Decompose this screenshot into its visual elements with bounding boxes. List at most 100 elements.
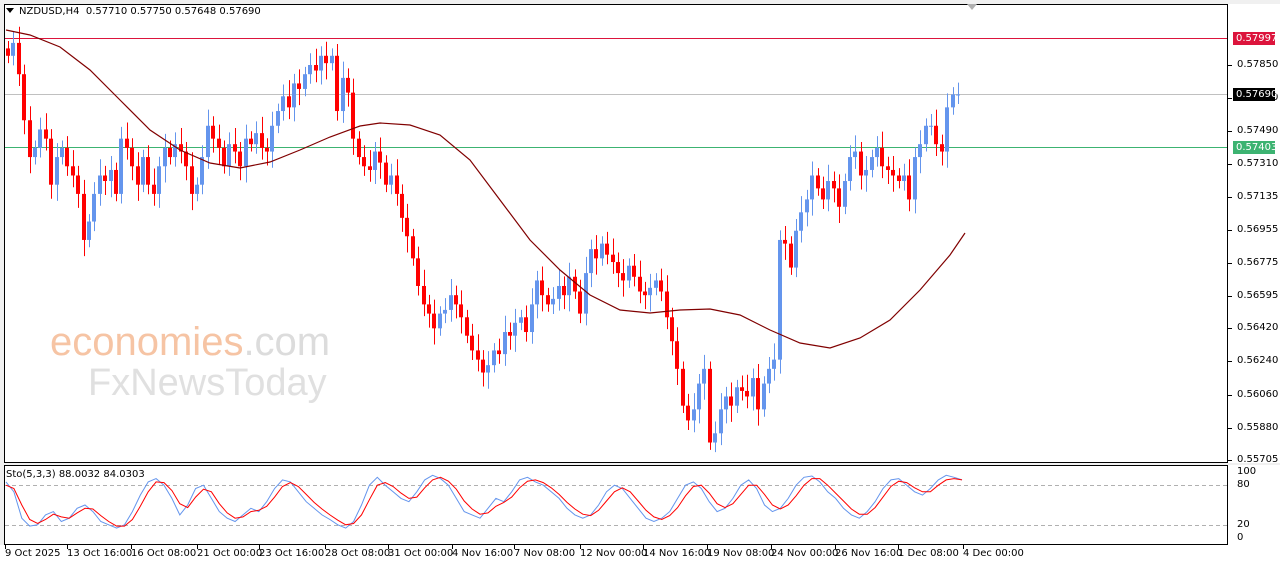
candle-body (870, 157, 874, 170)
candle-body (929, 125, 933, 127)
candle-body (859, 151, 863, 176)
candle-body (778, 239, 782, 360)
price-label: 0.57310 (1237, 158, 1279, 169)
time-label: 14 Nov 16:00 (643, 548, 711, 559)
price-axis[interactable] (1228, 4, 1280, 463)
time-label: 1 Dec 08:00 (898, 548, 959, 559)
candle-body (141, 157, 145, 185)
candle-body (168, 147, 172, 158)
price-tick (1228, 328, 1232, 329)
time-tick (580, 545, 581, 549)
time-tick (67, 545, 68, 549)
candle-body (55, 157, 59, 185)
collapse-triangle-icon[interactable] (6, 8, 14, 13)
candle-body (49, 138, 53, 185)
price-label: 0.56775 (1237, 257, 1279, 268)
time-tick (452, 545, 453, 549)
candle-body (163, 147, 167, 167)
candle-body (702, 368, 706, 384)
candle-body (816, 175, 820, 189)
candle-body (465, 317, 469, 336)
candle-body (503, 332, 507, 355)
candle-body (897, 175, 901, 182)
stochastic-panel[interactable] (4, 465, 1228, 545)
candle-body (902, 175, 906, 182)
candle-body (351, 92, 355, 139)
candle-body (130, 147, 134, 167)
candle-body (584, 273, 588, 314)
candle-body (713, 433, 717, 443)
moving-average-line (5, 29, 966, 349)
candle-body (173, 144, 177, 158)
candle-body (38, 129, 42, 148)
candle-body (648, 287, 652, 296)
time-axis[interactable] (0, 545, 1280, 567)
candle-body (157, 166, 161, 194)
price-label: 0.56955 (1237, 224, 1279, 235)
candle-body (449, 295, 453, 310)
candle-body (913, 157, 917, 200)
candle-body (654, 280, 658, 288)
candle-body (28, 120, 32, 158)
candle-body (789, 243, 793, 268)
candle-body (330, 55, 334, 64)
candle-body (524, 317, 528, 333)
candle-body (562, 285, 566, 296)
price-label: 0.56060 (1237, 389, 1279, 400)
candle-body (314, 65, 318, 71)
candle-body (724, 396, 728, 410)
chart-shift-marker-icon[interactable] (967, 4, 977, 10)
price-chart-panel[interactable] (4, 4, 1228, 463)
candle-body (719, 409, 723, 434)
candle-body (886, 166, 890, 170)
candle-body (616, 262, 620, 274)
price-tick (1228, 296, 1232, 297)
time-label: 31 Oct 00:00 (388, 548, 454, 559)
candle-body (578, 291, 582, 314)
candle-body (956, 94, 960, 96)
candle-body (918, 144, 922, 158)
price-tick (1228, 395, 1232, 396)
candle-body (605, 243, 609, 255)
candle-body (384, 162, 388, 185)
stoch-axis-label: 80 (1237, 479, 1250, 490)
candle-body (341, 77, 345, 112)
candle-body (940, 144, 944, 152)
candle-body (594, 249, 598, 259)
candle-body (627, 265, 631, 281)
candle-body (82, 193, 86, 240)
candle-body (92, 193, 96, 222)
time-label: 12 Nov 00:00 (580, 548, 648, 559)
time-label: 9 Oct 2025 (5, 548, 61, 559)
time-label: 4 Nov 16:00 (452, 548, 514, 559)
price-label: 0.56240 (1237, 355, 1279, 366)
candle-body (772, 359, 776, 369)
candle-body (443, 309, 447, 314)
candle-body (832, 181, 836, 189)
candle-body (270, 125, 274, 152)
time-tick (835, 545, 836, 549)
candle-body (324, 55, 328, 64)
candle-body (200, 157, 204, 185)
time-label: 7 Nov 08:00 (514, 548, 576, 559)
candle-body (346, 77, 350, 93)
candle-body (22, 74, 26, 121)
candle-body (681, 368, 685, 406)
candle-body (125, 138, 129, 148)
candle-body (6, 48, 10, 56)
candle-body (184, 151, 188, 167)
candle-body (378, 151, 382, 163)
candle-body (486, 365, 490, 373)
candle-body (756, 378, 760, 410)
candle-body (432, 313, 436, 329)
candle-body (357, 138, 361, 158)
candle-body (735, 387, 739, 406)
price-label: 0.56595 (1237, 290, 1279, 301)
candle-body (114, 169, 118, 194)
time-label: 21 Oct 00:00 (197, 548, 263, 559)
time-tick (5, 545, 6, 549)
time-tick (388, 545, 389, 549)
stoch-signal-line (5, 476, 963, 527)
candle-body (924, 125, 928, 145)
candle-body (767, 368, 771, 384)
